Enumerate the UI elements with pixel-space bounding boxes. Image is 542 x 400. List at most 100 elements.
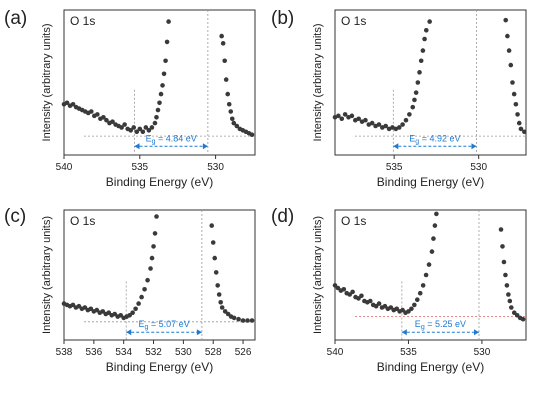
- data-point: [409, 306, 414, 312]
- data-point: [151, 244, 156, 249]
- plot-title: O 1s: [70, 14, 95, 28]
- data-point: [155, 107, 161, 113]
- data-point: [522, 129, 527, 135]
- x-tick-label: 530: [470, 162, 487, 173]
- annotation-sub: g: [144, 324, 148, 331]
- data-point: [507, 298, 513, 304]
- data-point: [516, 120, 522, 126]
- data-point: [520, 316, 526, 322]
- panel-0: (a) O 1s Binding Energy (eV) Intensity (arb…: [4, 8, 256, 189]
- plot-frame: [334, 209, 527, 341]
- data-point: [229, 116, 235, 122]
- y-axis-label: Intensity (arbitrary units): [41, 24, 53, 142]
- data-point: [219, 33, 224, 39]
- x-tick-label: 530: [207, 162, 224, 173]
- data-point: [166, 19, 171, 24]
- data-point: [414, 297, 420, 302]
- data-point: [70, 101, 76, 107]
- data-point: [146, 128, 152, 133]
- data-point: [376, 122, 382, 127]
- data-point: [341, 287, 347, 292]
- annotation-main: E: [415, 319, 421, 329]
- data-point: [412, 97, 417, 103]
- data-point: [106, 310, 112, 315]
- data-point: [349, 113, 355, 119]
- data-point: [136, 301, 141, 306]
- annotation-sub: g: [415, 138, 419, 145]
- data-point: [356, 296, 361, 301]
- annotation-sub: g: [421, 324, 425, 331]
- data-point: [160, 83, 165, 88]
- data-point: [336, 113, 341, 119]
- annotation-sub: g: [152, 138, 156, 145]
- annotation-main: E: [138, 319, 144, 329]
- data-point: [427, 19, 432, 24]
- x-tick-label: 535: [400, 347, 417, 358]
- data-point: [104, 117, 109, 123]
- data-point: [249, 132, 255, 137]
- data-point: [219, 305, 225, 310]
- data-point: [376, 301, 382, 306]
- data-point: [369, 120, 375, 126]
- x-axis-label: Binding Energy (eV): [106, 360, 213, 374]
- data-point: [332, 283, 338, 288]
- data-point: [406, 309, 411, 314]
- plot-title: O 1s: [341, 14, 366, 28]
- data-point: [420, 48, 426, 53]
- panel-label: (a): [4, 8, 27, 29]
- data-point: [213, 270, 219, 275]
- data-point: [226, 101, 232, 107]
- annotation-tail: = 5.25 eV: [425, 319, 466, 329]
- data-point: [413, 90, 419, 95]
- data-point: [400, 307, 405, 313]
- data-point: [161, 71, 167, 77]
- data-point: [373, 303, 379, 309]
- x-tick-label: 530: [175, 347, 192, 358]
- data-point: [417, 290, 423, 296]
- y-axis-label: Intensity (arbitrary units): [312, 216, 324, 334]
- annotation-main: E: [146, 133, 152, 143]
- annotation-tail: = 4.84 eV: [155, 133, 196, 143]
- data-point: [359, 293, 364, 299]
- data-point: [225, 311, 231, 317]
- band-gap-annotation: Eg = 5.25 eV: [415, 319, 466, 331]
- data-point: [498, 227, 504, 232]
- data-point: [240, 318, 246, 323]
- x-tick-label: 540: [56, 162, 73, 173]
- data-point: [245, 318, 250, 323]
- arrow-head-right: [471, 143, 477, 150]
- data-point: [506, 48, 512, 53]
- data-point: [503, 17, 509, 23]
- data-point: [514, 313, 520, 318]
- data-point: [110, 119, 115, 124]
- data-point: [133, 306, 138, 312]
- data-point: [222, 58, 227, 64]
- data-point: [140, 129, 146, 135]
- data-point: [407, 112, 412, 117]
- data-point: [164, 39, 170, 45]
- x-tick-label: 526: [235, 347, 252, 358]
- data-point: [225, 91, 231, 97]
- data-point: [417, 70, 422, 75]
- data-point: [122, 122, 127, 127]
- data-point: [101, 115, 106, 120]
- data-point: [503, 272, 508, 278]
- data-point: [231, 120, 237, 126]
- data-point: [145, 277, 150, 283]
- panel-3: (d) O 1s Binding Energy (eV) Intensity (arb…: [271, 206, 527, 374]
- data-point: [418, 58, 424, 64]
- panel-label: (c): [4, 206, 26, 227]
- y-axis-label: Intensity (arbitrary units): [41, 216, 53, 334]
- data-point: [163, 58, 168, 64]
- data-point: [511, 91, 517, 97]
- data-point: [149, 255, 155, 261]
- data-point: [422, 36, 427, 42]
- data-point: [400, 122, 405, 127]
- data-point: [119, 125, 124, 130]
- data-point: [131, 125, 137, 130]
- data-point: [218, 300, 223, 305]
- arrow-head-right: [196, 329, 202, 336]
- data-point: [504, 283, 510, 288]
- data-point: [70, 302, 76, 308]
- data-point: [513, 101, 519, 107]
